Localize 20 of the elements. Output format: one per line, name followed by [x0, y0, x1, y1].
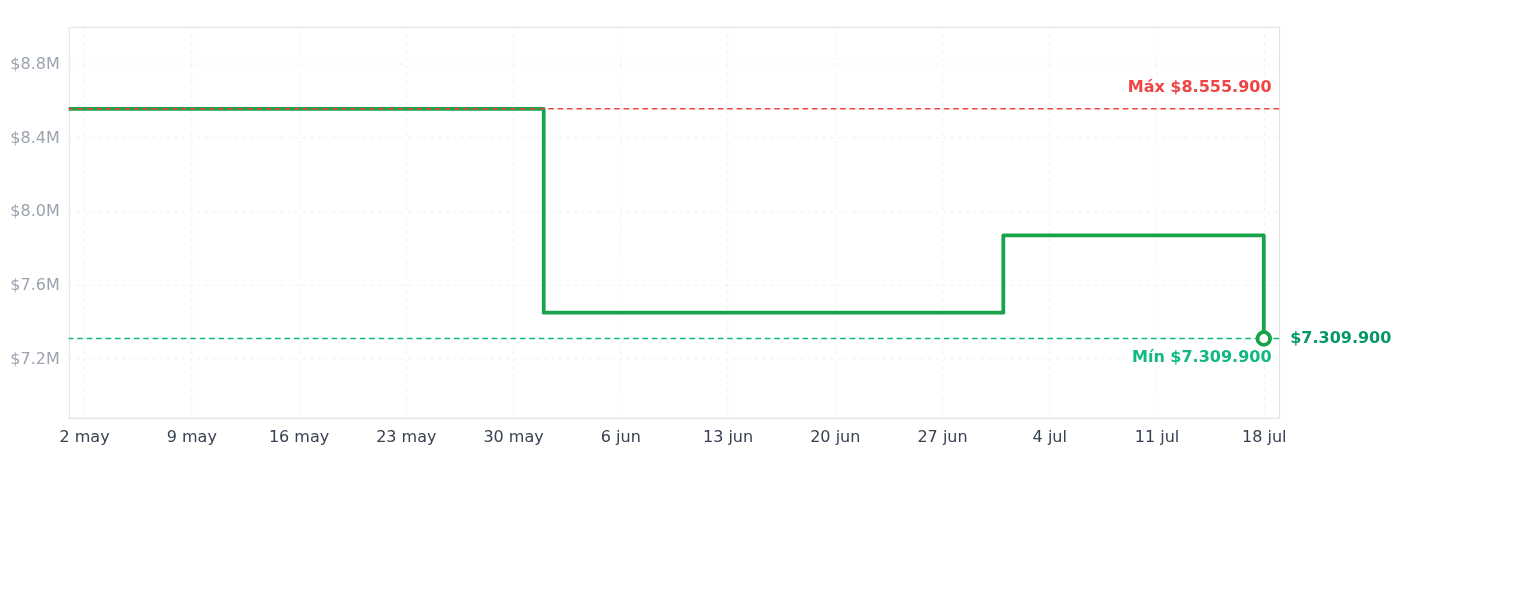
y-tick-label: $8.8M	[10, 53, 60, 73]
ref-line-label: Mín $7.309.900	[1131, 347, 1272, 367]
x-tick-label: 6 jun	[600, 426, 641, 446]
x-tick-label: 9 may	[166, 426, 217, 446]
y-tick-label: $8.4M	[10, 127, 60, 147]
x-tick-label: 4 jul	[1032, 426, 1067, 446]
x-tick-label: 16 may	[268, 426, 330, 446]
x-tick-label: 13 jun	[702, 426, 754, 446]
annotation: $7.309.900	[1290, 328, 1392, 348]
x-tick-label: 23 may	[376, 426, 437, 446]
x-tick-label: 11 jul	[1134, 426, 1180, 446]
x-tick-label: 27 jun	[917, 426, 968, 446]
y-tick-label: $7.2M	[10, 349, 60, 368]
x-tick-label: 18 jul	[1242, 426, 1287, 446]
y-tick-label: $8.0M	[10, 201, 60, 221]
x-tick-label: 20 jun	[810, 426, 861, 446]
x-tick-label: 30 may	[483, 426, 544, 446]
x-tick-label: 2 may	[59, 426, 110, 446]
y-tick-label: $7.6M	[10, 275, 60, 295]
ref-line-label: Máx $8.555.900	[1127, 76, 1272, 96]
